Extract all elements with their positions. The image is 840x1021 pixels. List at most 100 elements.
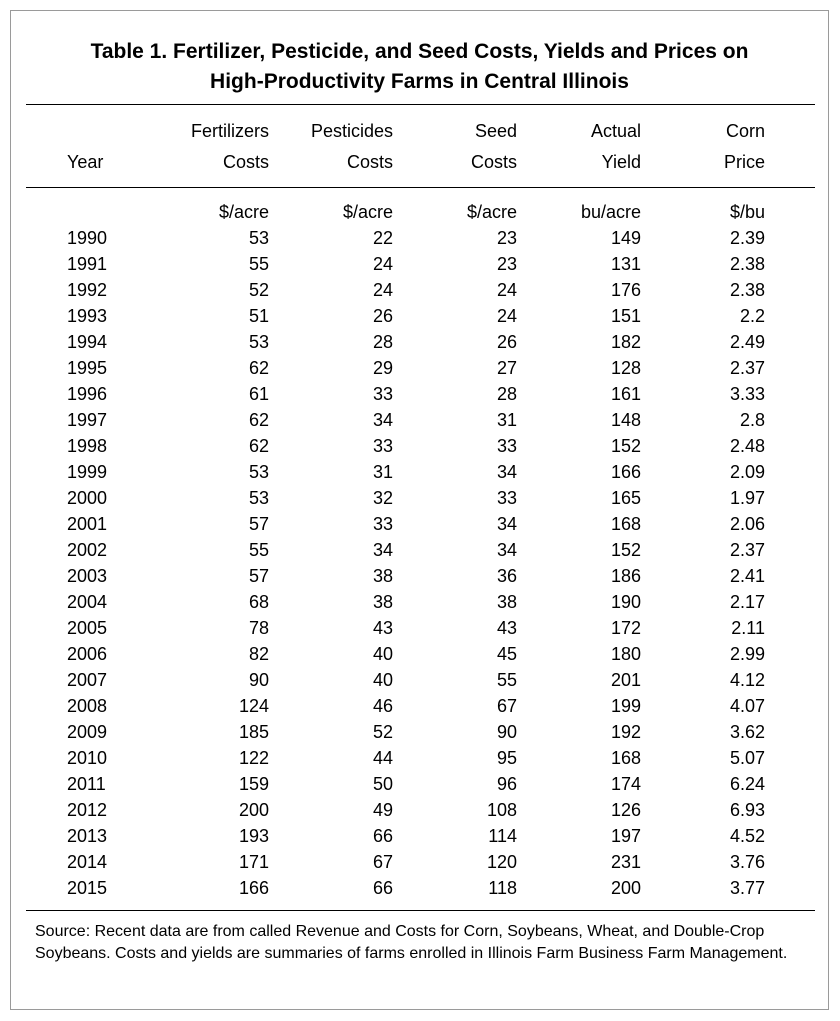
cell-price: 1.97: [729, 488, 765, 508]
cell-fertilizers: 193: [238, 826, 269, 846]
cell-fertilizers: 90: [248, 670, 269, 690]
cell-year: 2006: [67, 644, 108, 664]
table-row: 2010 122 44 95 168 5.07: [11, 745, 828, 771]
table-row: 2003 57 38 36 186 2.41: [11, 563, 828, 589]
cell-fertilizers: 53: [248, 462, 269, 482]
unit-price: $/bu: [729, 202, 765, 222]
cell-fertilizers: 62: [248, 410, 269, 430]
cell-yield: 152: [610, 540, 641, 560]
cell-pesticides: 33: [372, 436, 393, 456]
cell-price: 2.2: [739, 306, 765, 326]
cell-price: 4.52: [729, 826, 765, 846]
cell-pesticides: 40: [372, 670, 393, 690]
cell-seed: 55: [496, 670, 517, 690]
cell-year: 2008: [67, 696, 108, 716]
cell-year: 1992: [67, 280, 108, 300]
top-rule: [26, 104, 815, 105]
cell-yield: 168: [610, 514, 641, 534]
table-row: 2009 185 52 90 192 3.62: [11, 719, 828, 745]
cell-price: 3.62: [729, 722, 765, 742]
table-row: 2007 90 40 55 201 4.12: [11, 667, 828, 693]
cell-pesticides: 43: [372, 618, 393, 638]
cell-seed: 118: [488, 878, 517, 898]
cell-year: 1998: [67, 436, 108, 456]
cell-yield: 200: [610, 878, 641, 898]
unit-pesticides: $/acre: [342, 202, 393, 222]
cell-pesticides: 40: [372, 644, 393, 664]
cell-yield: 199: [610, 696, 641, 716]
cell-pesticides: 33: [372, 384, 393, 404]
header-row-2: Year Costs Costs Costs Yield Price: [11, 147, 828, 178]
cell-year: 1994: [67, 332, 108, 352]
cell-pesticides: 29: [372, 358, 393, 378]
cell-price: 2.48: [729, 436, 765, 456]
cell-price: 2.49: [729, 332, 765, 352]
cell-yield: 186: [610, 566, 641, 586]
cell-price: 2.39: [729, 228, 765, 248]
cell-year: 2002: [67, 540, 108, 560]
table-row: 2011 159 50 96 174 6.24: [11, 771, 828, 797]
cell-pesticides: 34: [372, 540, 393, 560]
cell-fertilizers: 51: [248, 306, 269, 326]
cell-seed: 34: [496, 462, 517, 482]
table-row: 1990 53 22 23 149 2.39: [11, 225, 828, 251]
cell-fertilizers: 55: [248, 254, 269, 274]
table-row: 2000 53 32 33 165 1.97: [11, 485, 828, 511]
cell-year: 2015: [67, 878, 108, 898]
cell-seed: 33: [496, 436, 517, 456]
cell-yield: 165: [610, 488, 641, 508]
header-fertilizers-costs: Costs: [222, 152, 269, 172]
table-row: 2004 68 38 38 190 2.17: [11, 589, 828, 615]
cell-pesticides: 32: [372, 488, 393, 508]
cell-yield: 131: [610, 254, 641, 274]
cell-pesticides: 31: [372, 462, 393, 482]
cell-price: 2.37: [729, 540, 765, 560]
cell-fertilizers: 185: [238, 722, 269, 742]
header-rule: [26, 187, 815, 188]
cell-fertilizers: 124: [238, 696, 269, 716]
cell-price: 3.76: [729, 852, 765, 872]
cell-pesticides: 52: [372, 722, 393, 742]
cell-seed: 38: [496, 592, 517, 612]
cell-seed: 34: [496, 514, 517, 534]
table-row: 1994 53 28 26 182 2.49: [11, 329, 828, 355]
cell-price: 2.38: [729, 280, 765, 300]
cell-seed: 67: [496, 696, 517, 716]
cell-year: 1996: [67, 384, 108, 404]
cell-fertilizers: 122: [238, 748, 269, 768]
cell-yield: 168: [610, 748, 641, 768]
cell-price: 4.07: [729, 696, 765, 716]
cell-fertilizers: 53: [248, 228, 269, 248]
cell-yield: 176: [610, 280, 641, 300]
cell-yield: 126: [610, 800, 641, 820]
cell-fertilizers: 200: [238, 800, 269, 820]
cell-yield: 152: [610, 436, 641, 456]
table-row: 2001 57 33 34 168 2.06: [11, 511, 828, 537]
cell-price: 2.38: [729, 254, 765, 274]
cell-fertilizers: 57: [248, 566, 269, 586]
cell-seed: 31: [496, 410, 517, 430]
cell-seed: 34: [496, 540, 517, 560]
cell-year: 1993: [67, 306, 108, 326]
cell-seed: 27: [496, 358, 517, 378]
header-corn: Corn: [725, 121, 765, 141]
cell-fertilizers: 171: [238, 852, 269, 872]
cell-pesticides: 33: [372, 514, 393, 534]
cell-seed: 114: [488, 826, 517, 846]
cell-fertilizers: 68: [248, 592, 269, 612]
cell-pesticides: 38: [372, 566, 393, 586]
cell-yield: 151: [610, 306, 641, 326]
cell-pesticides: 24: [372, 254, 393, 274]
cell-fertilizers: 166: [238, 878, 269, 898]
table-row: 1997 62 34 31 148 2.8: [11, 407, 828, 433]
cell-year: 2014: [67, 852, 108, 872]
cell-pesticides: 22: [372, 228, 393, 248]
table-row: 2014 171 67 120 231 3.76: [11, 849, 828, 875]
cell-yield: 166: [610, 462, 641, 482]
cell-yield: 180: [610, 644, 641, 664]
header-pesticides-costs: Costs: [346, 152, 393, 172]
header-seed: Seed: [474, 121, 517, 141]
cell-yield: 128: [610, 358, 641, 378]
cell-pesticides: 50: [372, 774, 393, 794]
cell-price: 6.93: [729, 800, 765, 820]
